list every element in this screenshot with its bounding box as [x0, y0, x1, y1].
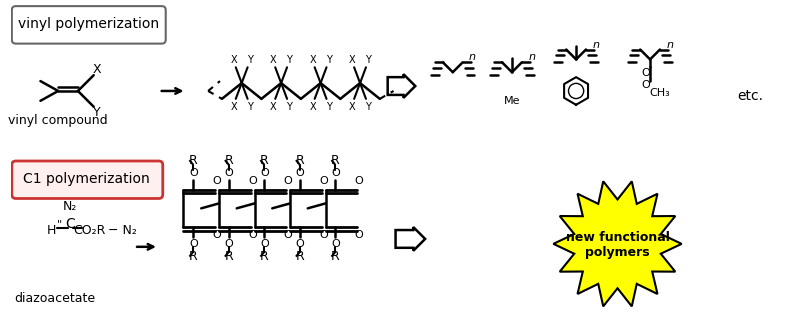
Text: R: R	[189, 250, 198, 263]
Text: O: O	[189, 239, 198, 249]
Text: Y: Y	[246, 56, 253, 65]
FancyArrow shape	[388, 74, 415, 98]
Text: R: R	[225, 153, 234, 167]
Text: O: O	[225, 168, 234, 178]
Text: R: R	[295, 250, 304, 263]
Text: R: R	[260, 153, 269, 167]
Text: O: O	[331, 168, 340, 178]
Text: O: O	[319, 230, 328, 240]
Text: vinyl polymerization: vinyl polymerization	[18, 17, 159, 31]
Text: Me: Me	[504, 96, 520, 106]
Text: O: O	[213, 230, 222, 240]
Text: n: n	[528, 52, 535, 62]
Text: polymers: polymers	[585, 246, 650, 259]
Text: n: n	[666, 39, 674, 49]
FancyBboxPatch shape	[12, 6, 166, 44]
Text: X: X	[349, 102, 355, 112]
FancyArrow shape	[395, 227, 425, 251]
Text: O: O	[642, 68, 650, 78]
Text: Y: Y	[246, 102, 253, 112]
Text: X: X	[349, 56, 355, 65]
Text: X: X	[230, 102, 237, 112]
Text: etc.: etc.	[738, 89, 764, 103]
Text: O: O	[354, 230, 363, 240]
Text: X: X	[310, 102, 316, 112]
Text: R: R	[189, 153, 198, 167]
Text: O: O	[331, 239, 340, 249]
Text: R: R	[331, 153, 340, 167]
Text: Y: Y	[365, 56, 371, 65]
Text: Y: Y	[365, 102, 371, 112]
Text: H: H	[46, 223, 56, 237]
Text: CH₃: CH₃	[650, 88, 670, 98]
Text: Y: Y	[93, 106, 101, 119]
Text: Y: Y	[286, 56, 292, 65]
Text: O: O	[213, 176, 222, 186]
Text: Y: Y	[326, 102, 331, 112]
Text: new functional: new functional	[566, 231, 670, 244]
Text: ": "	[57, 219, 62, 229]
Text: O: O	[295, 239, 304, 249]
Text: Y: Y	[286, 102, 292, 112]
Text: O: O	[284, 176, 293, 186]
Text: X: X	[270, 102, 277, 112]
Text: O: O	[189, 168, 198, 178]
Text: n: n	[469, 52, 476, 62]
Text: O: O	[248, 176, 257, 186]
Text: C1 polymerization: C1 polymerization	[23, 172, 150, 186]
Polygon shape	[554, 181, 682, 306]
Text: n: n	[592, 39, 599, 49]
Text: X: X	[270, 56, 277, 65]
Text: N₂: N₂	[63, 200, 78, 213]
Text: O: O	[354, 176, 363, 186]
Text: O: O	[225, 239, 234, 249]
Text: Y: Y	[326, 56, 331, 65]
Text: O: O	[260, 168, 269, 178]
Text: R: R	[331, 250, 340, 263]
Text: O: O	[284, 230, 293, 240]
FancyBboxPatch shape	[12, 161, 162, 198]
Text: vinyl compound: vinyl compound	[8, 114, 108, 127]
Text: C: C	[65, 217, 75, 231]
Text: X: X	[230, 56, 237, 65]
Text: − N₂: − N₂	[108, 223, 137, 237]
Text: CO₂R: CO₂R	[74, 223, 106, 237]
Text: O: O	[260, 239, 269, 249]
Text: O: O	[642, 80, 650, 90]
Text: O: O	[248, 230, 257, 240]
Text: R: R	[295, 153, 304, 167]
Text: diazoacetate: diazoacetate	[14, 291, 96, 305]
Text: X: X	[92, 63, 101, 76]
Text: O: O	[319, 176, 328, 186]
Text: O: O	[295, 168, 304, 178]
Text: R: R	[225, 250, 234, 263]
Text: R: R	[260, 250, 269, 263]
Text: X: X	[310, 56, 316, 65]
